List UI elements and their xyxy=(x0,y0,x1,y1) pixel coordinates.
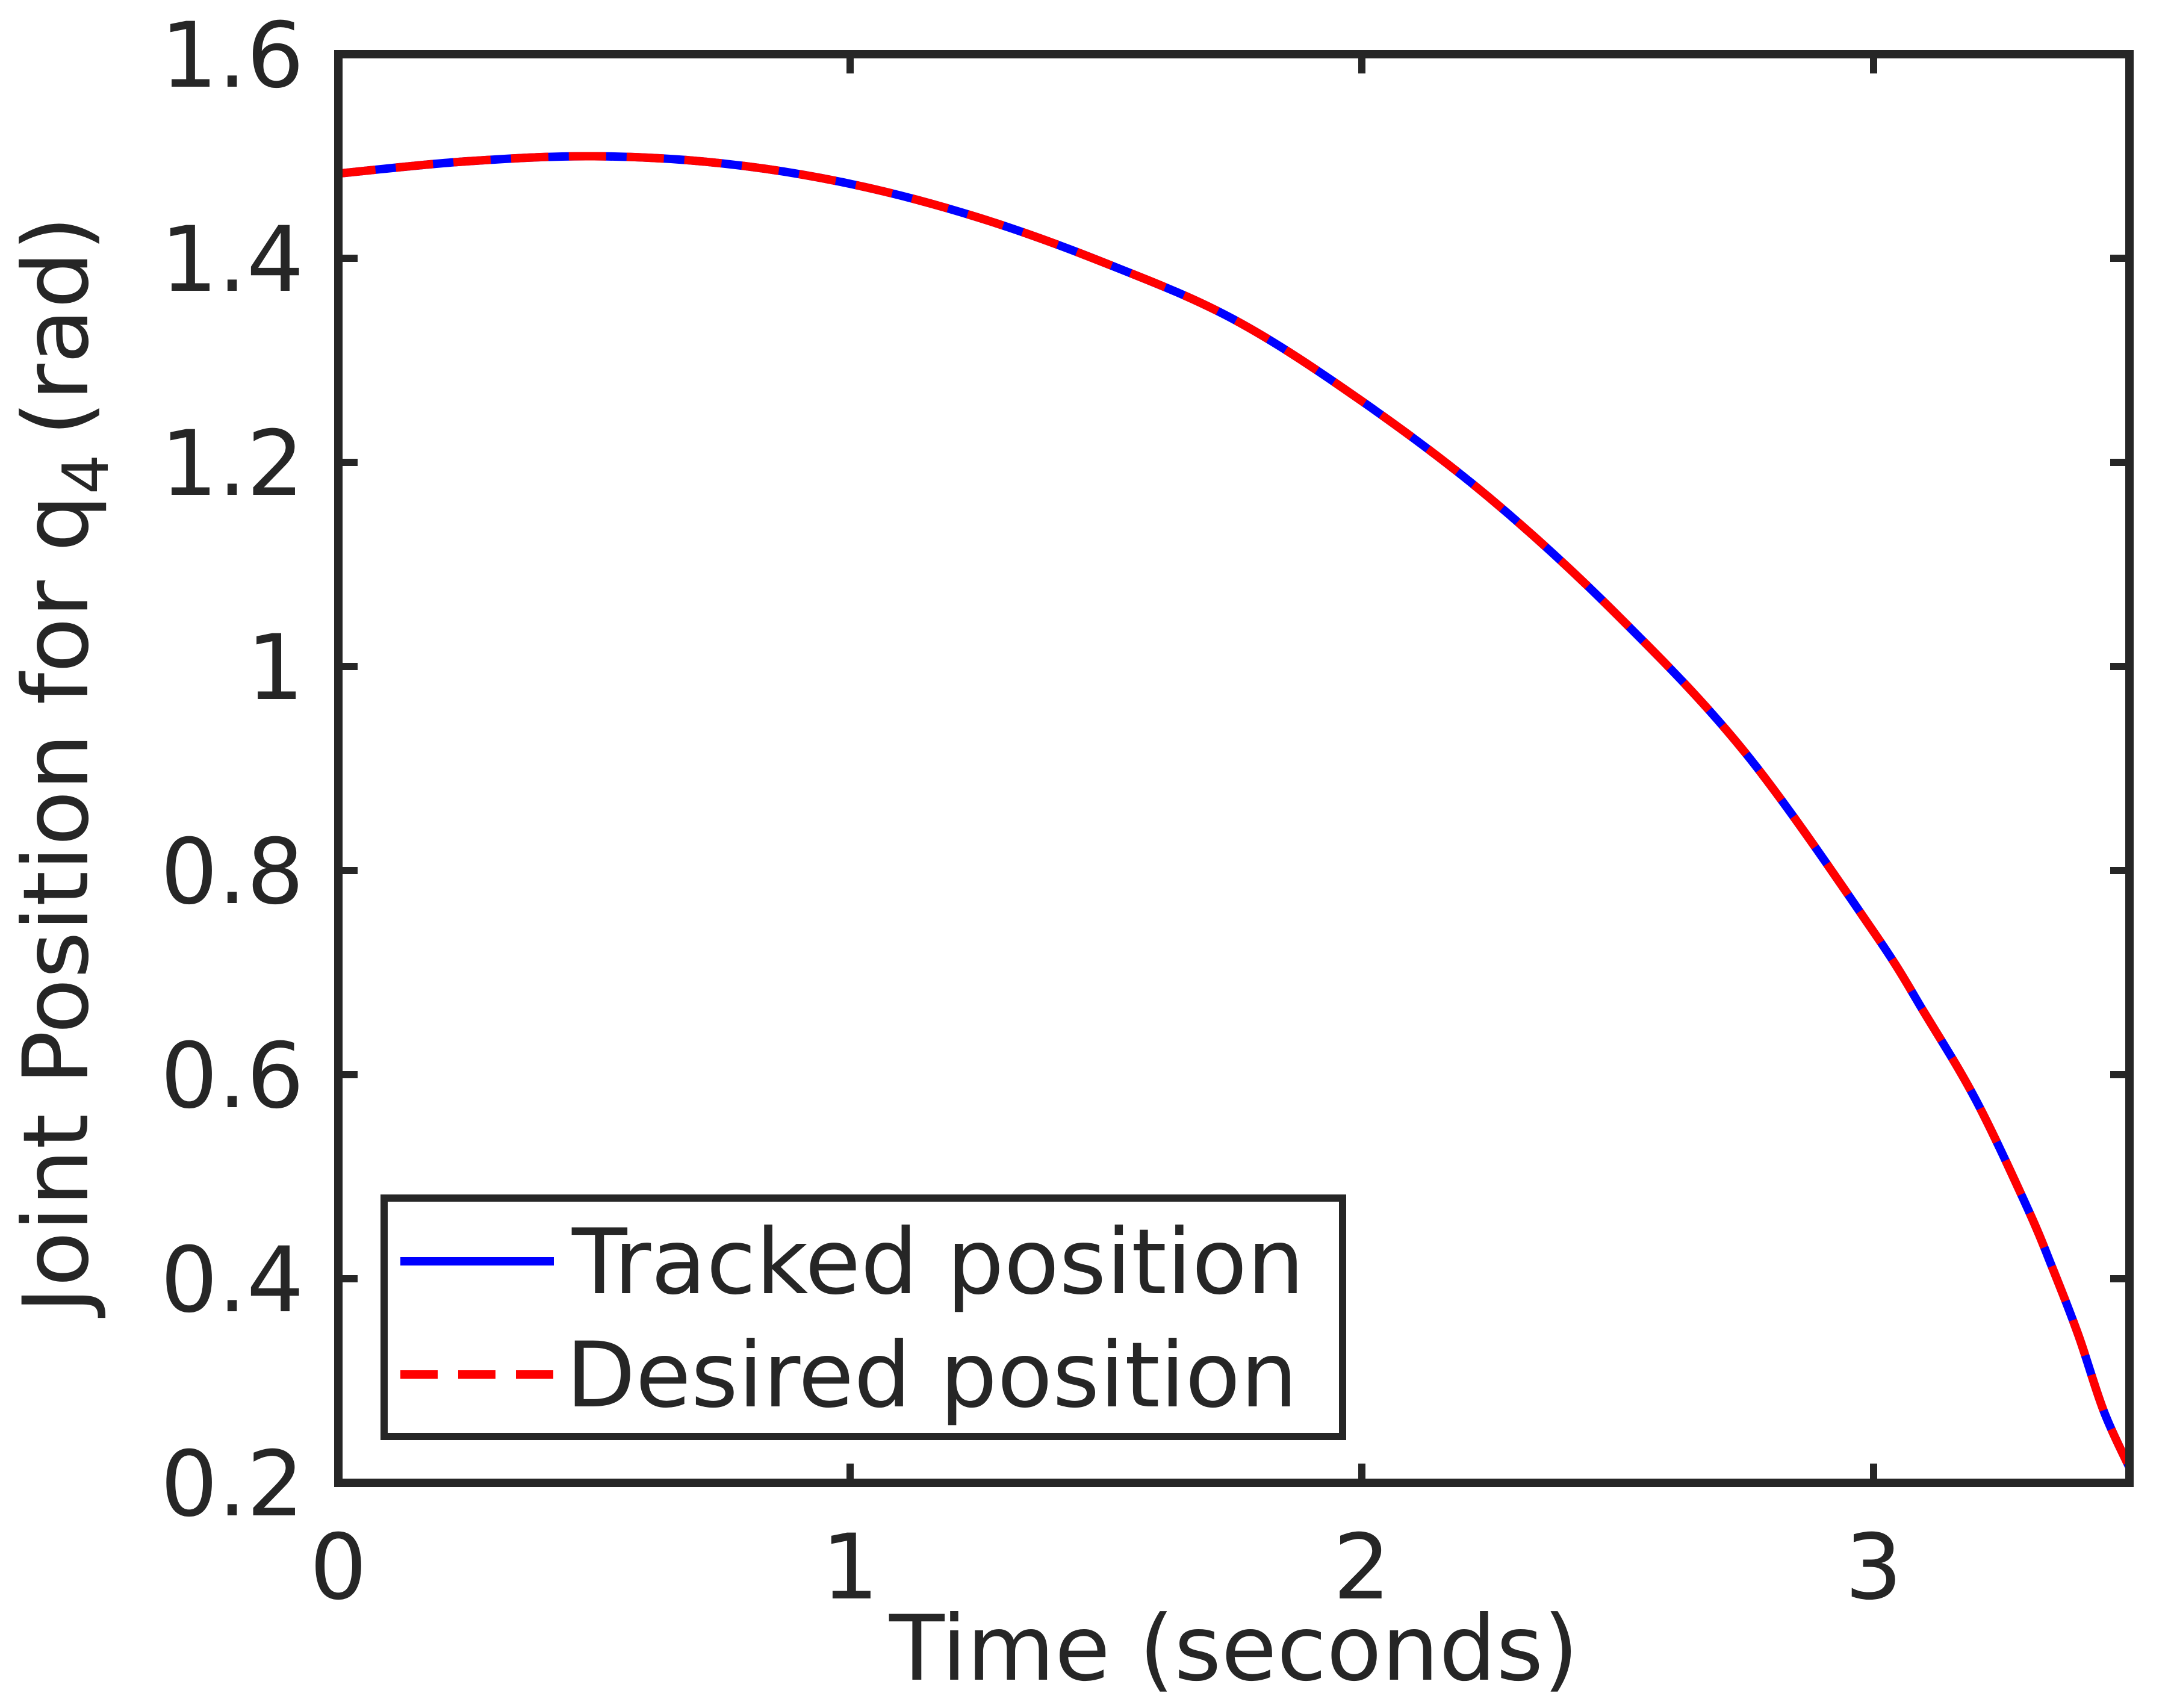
y-axis-ticks: 0.2 0.4 0.6 0.8 1 1.2 1.4 1.6 xyxy=(160,4,2129,1537)
y-axis-label-subscript: 4 xyxy=(49,454,123,494)
y-tick-label: 1.4 xyxy=(160,208,304,312)
y-tick-label: 0.2 xyxy=(160,1432,304,1537)
series-line-desired xyxy=(338,152,2134,1470)
y-tick-label: 1.6 xyxy=(160,4,304,108)
y-tick-label: 1.2 xyxy=(160,412,304,517)
legend-label-tracked: Tracked position xyxy=(571,1210,1304,1315)
y-axis-label-unit: (rad) xyxy=(4,216,109,436)
x-tick-label: 3 xyxy=(1845,1515,1902,1620)
x-tick-label: 2 xyxy=(1333,1515,1390,1620)
y-tick-label: 0.4 xyxy=(160,1228,304,1333)
legend-label-desired: Desired position xyxy=(566,1323,1297,1428)
y-axis-label: Joint Position for q4 (rad) xyxy=(4,216,123,1318)
legend: Tracked position Desired position xyxy=(380,1194,1346,1440)
axes-frame xyxy=(334,50,2134,1487)
legend-box xyxy=(380,1194,1346,1440)
x-axis-ticks: 0 1 2 3 xyxy=(309,54,1902,1620)
x-tick-label: 0 xyxy=(309,1515,367,1620)
y-axis-label-main: Joint Position for q xyxy=(4,494,109,1318)
x-tick-label: 1 xyxy=(821,1515,878,1620)
y-tick-label: 0.8 xyxy=(160,820,304,925)
plot-area xyxy=(338,152,2134,1470)
y-tick-label: 0.6 xyxy=(160,1024,304,1129)
x-axis-label: Time (seconds) xyxy=(889,1597,1579,1701)
y-tick-label: 1 xyxy=(247,616,304,721)
